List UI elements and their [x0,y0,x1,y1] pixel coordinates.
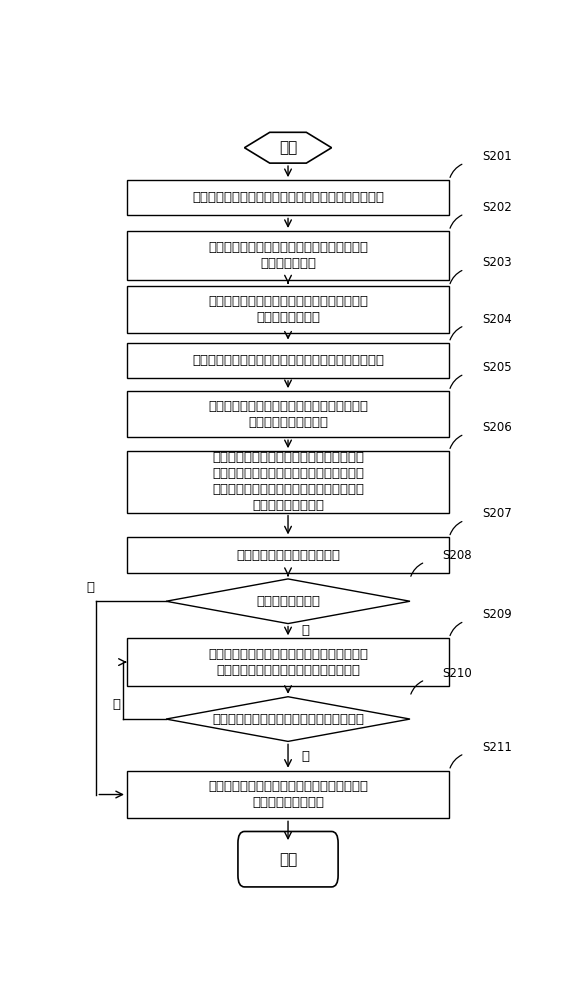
Text: S211: S211 [482,741,512,754]
Text: S202: S202 [482,201,511,214]
Text: 否: 否 [301,624,309,637]
Text: 判断校正的目标主软比特数组是否解码成功: 判断校正的目标主软比特数组是否解码成功 [212,713,364,726]
Text: 按预设处理规则对接收的数据进行处理，获得目标数据: 按预设处理规则对接收的数据进行处理，获得目标数据 [192,191,384,204]
Text: 对目标主软比特数组进行解码: 对目标主软比特数组进行解码 [236,549,340,562]
Bar [127,391,449,437]
Text: 否: 否 [112,698,120,711]
Bar [127,537,449,573]
Text: S209: S209 [482,608,511,621]
Text: S206: S206 [482,421,511,434]
Text: S201: S201 [482,150,511,163]
Text: 通过远用户与近用户的发送功率比值和目标调
制阶数确定星座图: 通过远用户与近用户的发送功率比值和目标调 制阶数确定星座图 [208,295,368,324]
Polygon shape [166,697,410,741]
Bar [127,451,449,513]
Text: 利用目标备用软比特数组对目标主软比特数组
进行校正，获得校正的目标主软比特数组: 利用目标备用软比特数组对目标主软比特数组 进行校正，获得校正的目标主软比特数组 [208,648,368,677]
Text: 是: 是 [301,750,309,763]
Text: 通过远用户的调制阶数和近用户的调制阶数确
定目标调制阶数: 通过远用户的调制阶数和近用户的调制阶数确 定目标调制阶数 [208,241,368,270]
Text: 基于目标调制阶数和远用户的调制阶数从主
软比特数组中提取出远用户的目标主软比特
数组、从备用软比特数组中提取出远用户的
目标备用软比特数组: 基于目标调制阶数和远用户的调制阶数从主 软比特数组中提取出远用户的目标主软比特 … [212,451,364,512]
Text: S203: S203 [482,256,511,269]
Text: 结束: 结束 [279,852,297,867]
Polygon shape [166,579,410,624]
Text: 开始: 开始 [279,140,297,155]
Text: 基于目标调制阶数利用目标数组提取主软比特
数组和备用软比特数组: 基于目标调制阶数利用目标数组提取主软比特 数组和备用软比特数组 [208,400,368,429]
Bar [127,638,449,686]
Text: 利用目标数据和星座图计算用于提取软比特的目标数组: 利用目标数据和星座图计算用于提取软比特的目标数组 [192,354,384,367]
Text: 是: 是 [86,581,94,594]
FancyBboxPatch shape [238,831,338,887]
Text: 判断解码是否成功: 判断解码是否成功 [256,595,320,608]
Bar [127,286,449,333]
Text: S208: S208 [443,549,472,562]
Polygon shape [244,132,332,163]
Bar [127,180,449,215]
Text: 通过接收的数据和解码得到的比特流确定近用
户的待解调解码数据: 通过接收的数据和解码得到的比特流确定近用 户的待解调解码数据 [208,780,368,809]
Bar [127,771,449,818]
Bar [127,343,449,378]
Text: S207: S207 [482,507,511,520]
Text: S210: S210 [443,667,473,680]
Bar [127,231,449,280]
Text: S204: S204 [482,313,511,326]
Text: S205: S205 [482,361,511,374]
